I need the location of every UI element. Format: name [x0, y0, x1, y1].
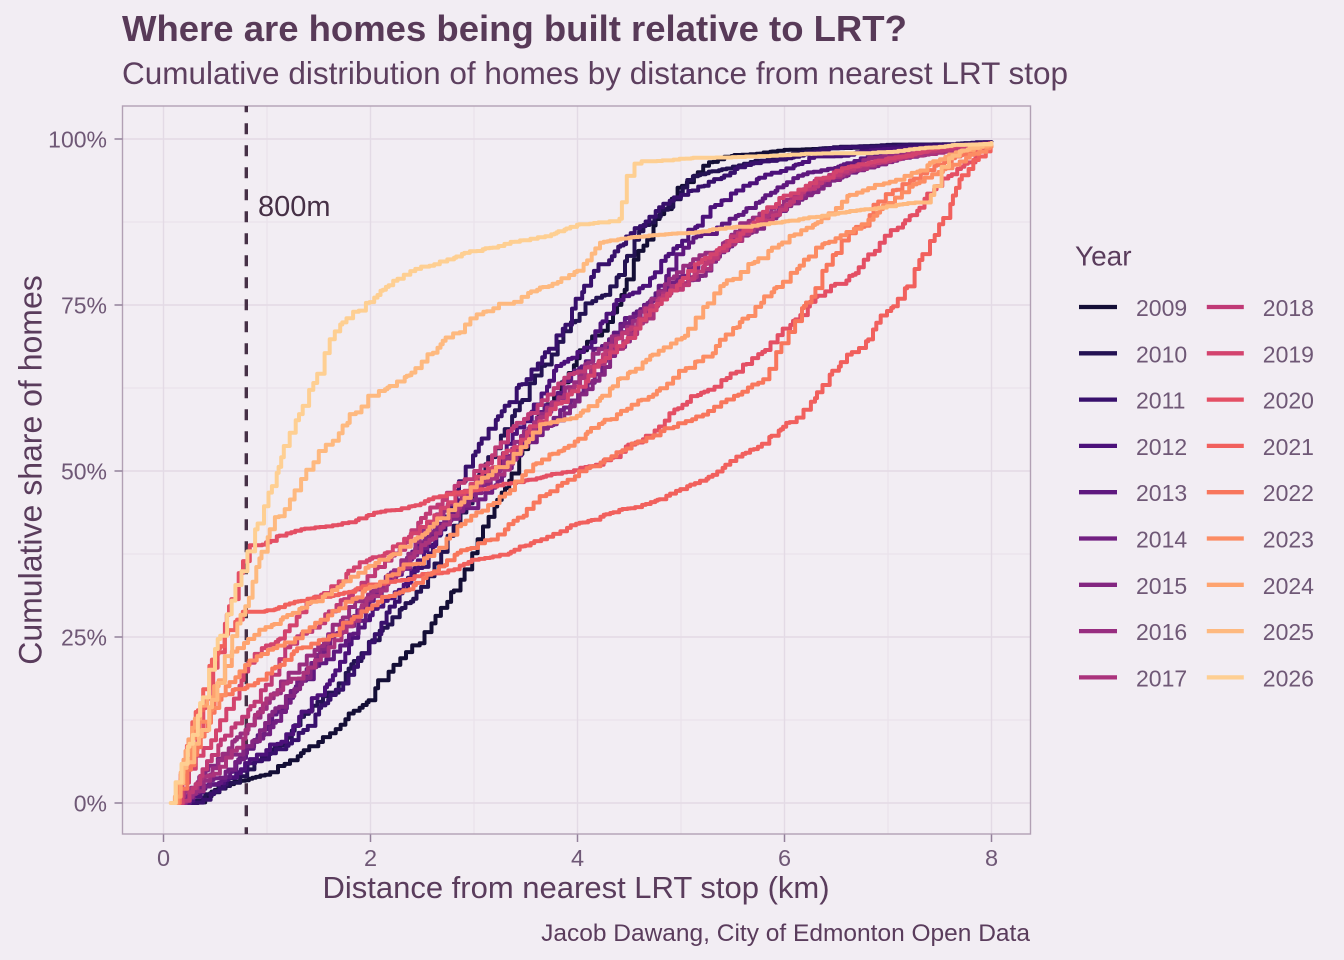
- svg-text:8: 8: [985, 845, 998, 871]
- svg-text:Cumulative distribution of hom: Cumulative distribution of homes by dist…: [122, 55, 1068, 91]
- svg-text:2014: 2014: [1136, 527, 1187, 553]
- svg-text:2021: 2021: [1263, 434, 1314, 460]
- svg-text:2017: 2017: [1136, 665, 1187, 691]
- svg-text:Cumulative share of homes: Cumulative share of homes: [13, 275, 49, 665]
- svg-text:2025: 2025: [1263, 619, 1314, 645]
- svg-text:Jacob Dawang, City of Edmonton: Jacob Dawang, City of Edmonton Open Data: [541, 920, 1030, 947]
- svg-text:2022: 2022: [1263, 480, 1314, 506]
- svg-text:2018: 2018: [1263, 295, 1314, 321]
- svg-text:2016: 2016: [1136, 619, 1187, 645]
- svg-text:Where are homes being built re: Where are homes being built relative to …: [122, 8, 907, 49]
- svg-text:2020: 2020: [1263, 388, 1314, 414]
- svg-text:50%: 50%: [61, 459, 107, 485]
- svg-text:75%: 75%: [61, 293, 107, 319]
- svg-text:800m: 800m: [258, 191, 331, 223]
- svg-text:100%: 100%: [48, 127, 107, 153]
- svg-text:0: 0: [157, 845, 170, 871]
- svg-text:0%: 0%: [74, 791, 107, 817]
- svg-text:Distance from nearest LRT stop: Distance from nearest LRT stop (km): [322, 870, 829, 905]
- svg-text:6: 6: [778, 845, 791, 871]
- svg-text:2009: 2009: [1136, 295, 1187, 321]
- svg-text:2012: 2012: [1136, 434, 1187, 460]
- svg-text:2024: 2024: [1263, 573, 1314, 599]
- svg-text:Year: Year: [1075, 241, 1132, 272]
- svg-text:2023: 2023: [1263, 527, 1314, 553]
- svg-text:2019: 2019: [1263, 341, 1314, 367]
- svg-text:2026: 2026: [1263, 665, 1314, 691]
- svg-text:4: 4: [571, 845, 584, 871]
- svg-text:2: 2: [364, 845, 377, 871]
- svg-text:2015: 2015: [1136, 573, 1187, 599]
- svg-text:2011: 2011: [1136, 388, 1185, 414]
- svg-text:2013: 2013: [1136, 480, 1187, 506]
- svg-text:25%: 25%: [61, 625, 107, 651]
- svg-text:2010: 2010: [1136, 341, 1187, 367]
